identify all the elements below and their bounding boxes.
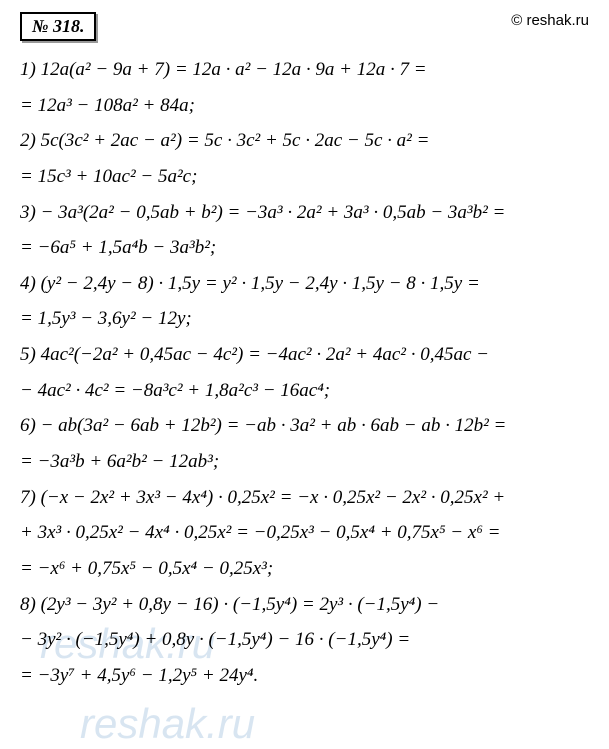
math-line-6: = −6a⁵ + 1,5a⁴b − 3a³b²; <box>20 235 589 261</box>
math-line-13: 7) (−x − 2x² + 3x³ − 4x⁴) · 0,25x² = −x … <box>20 485 589 511</box>
problem-number-box: № 318. <box>20 12 96 41</box>
watermark-2: reshak.ru <box>80 700 255 748</box>
math-line-3: 2) 5c(3c² + 2ac − a²) = 5c · 3c² + 5c · … <box>20 128 589 154</box>
math-line-18: = −3y⁷ + 4,5y⁶ − 1,2y⁵ + 24y⁴. <box>20 663 589 689</box>
math-line-2: = 12a³ − 108a² + 84a; <box>20 93 589 119</box>
math-line-16: 8) (2y³ − 3y² + 0,8y − 16) · (−1,5y⁴) = … <box>20 592 589 618</box>
math-line-12: = −3a³b + 6a²b² − 12ab³; <box>20 449 589 475</box>
math-line-15: = −x⁶ + 0,75x⁵ − 0,5x⁴ − 0,25x³; <box>20 556 589 582</box>
math-line-17: − 3y² · (−1,5y⁴) + 0,8y · (−1,5y⁴) − 16 … <box>20 627 589 653</box>
math-line-8: = 1,5y³ − 3,6y² − 12y; <box>20 306 589 332</box>
math-line-10: − 4ac² · 4c² = −8a³c² + 1,8a²c³ − 16ac⁴; <box>20 378 589 404</box>
math-line-7: 4) (y² − 2,4y − 8) · 1,5y = y² · 1,5y − … <box>20 271 589 297</box>
math-line-14: + 3x³ · 0,25x² − 4x⁴ · 0,25x² = −0,25x³ … <box>20 520 589 546</box>
content-area: № 318. © reshak.ru 1) 12a(a² − 9a + 7) =… <box>20 12 589 689</box>
copyright-text: © reshak.ru <box>511 12 589 29</box>
math-line-11: 6) − ab(3a² − 6ab + 12b²) = −ab · 3a² + … <box>20 413 589 439</box>
header: № 318. © reshak.ru <box>20 12 589 41</box>
math-line-9: 5) 4ac²(−2a² + 0,45ac − 4c²) = −4ac² · 2… <box>20 342 589 368</box>
math-line-4: = 15c³ + 10ac² − 5a²c; <box>20 164 589 190</box>
math-line-5: 3) − 3a³(2a² − 0,5ab + b²) = −3a³ · 2a² … <box>20 200 589 226</box>
math-line-1: 1) 12a(a² − 9a + 7) = 12a · a² − 12a · 9… <box>20 57 589 83</box>
